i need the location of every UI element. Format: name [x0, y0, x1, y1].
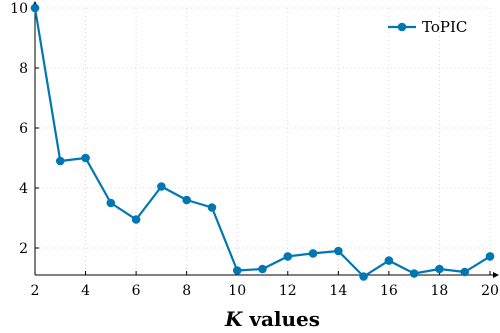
x-axis-title: K values: [224, 307, 320, 331]
data-point: [308, 249, 318, 258]
data-point: [409, 269, 419, 278]
grid-lines: [34, 7, 491, 275]
data-point: [207, 203, 217, 212]
data-point: [359, 272, 368, 281]
x-tick-label: 18: [431, 283, 449, 299]
data-point: [30, 3, 40, 13]
data-point: [460, 267, 470, 277]
x-tick-label: 2: [31, 283, 40, 299]
data-point: [157, 182, 166, 191]
x-axis-title-variable: K: [224, 307, 244, 331]
tick-marks: 2 4 6 8 10 12 14 16 18 20 2 4 6 8 10: [10, 1, 499, 299]
data-point: [131, 215, 141, 224]
legend-swatch-marker: [397, 22, 407, 32]
y-tick-label: 8: [19, 61, 28, 77]
y-tick-label: 2: [19, 241, 28, 257]
legend-label: ToPIC: [422, 18, 467, 36]
x-tick-label: 10: [228, 283, 246, 299]
x-tick-label: 8: [182, 283, 191, 299]
data-point: [258, 264, 267, 274]
x-axis-title-text: values: [242, 307, 320, 331]
data-point: [435, 264, 444, 274]
data-point: [485, 252, 495, 261]
data-point: [283, 252, 293, 261]
x-axis-arrow: [493, 272, 499, 278]
y-tick-label: 6: [19, 121, 28, 137]
legend: ToPIC: [388, 18, 467, 36]
data-point: [55, 156, 65, 166]
series-line: [33, 7, 491, 278]
x-tick-label: 14: [329, 283, 347, 299]
y-tick-label: 10: [10, 1, 28, 17]
x-tick-label: 20: [481, 283, 499, 299]
series-toPIC: [30, 3, 495, 281]
x-tick-label: 16: [380, 283, 398, 299]
data-point: [384, 256, 394, 265]
data-point: [334, 246, 343, 256]
x-tick-label: 12: [279, 283, 297, 299]
y-tick-label: 4: [19, 181, 28, 197]
x-tick-label: 6: [132, 283, 141, 299]
data-point: [81, 153, 90, 163]
x-tick-label: 4: [81, 283, 90, 299]
data-point: [106, 198, 116, 208]
axes: [32, 1, 499, 278]
data-point: [182, 195, 191, 205]
data-point: [232, 266, 242, 275]
